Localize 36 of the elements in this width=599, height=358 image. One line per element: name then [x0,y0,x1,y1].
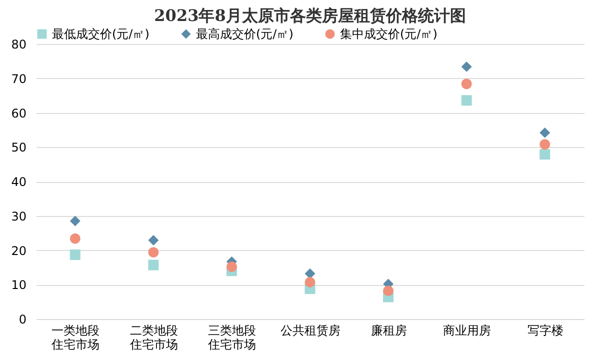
point [540,149,550,160]
x-tick-label: 一类地段住宅市场 [50,324,100,352]
point [148,235,159,246]
y-tick-label: 70 [11,72,26,86]
point [148,247,159,258]
point [70,216,80,226]
point [461,61,472,72]
point [540,127,550,138]
chart-title: 2023年8月太原市各类房屋租赁价格统计图 [154,6,466,25]
point [383,286,394,296]
point [148,260,159,270]
y-tick-label: 80 [11,38,26,52]
point [304,268,316,279]
y-tick-label: 60 [11,106,26,120]
point [304,276,316,288]
y-tick-label: 0 [18,312,26,326]
point [461,95,472,106]
y-tick-label: 40 [11,175,26,189]
y-tick-label: 20 [11,244,26,258]
x-tick-label: 三类地段住宅市场 [207,324,256,352]
x-tick-label: 廉租房 [370,324,407,338]
legend-label: 最高成交价(元/㎡) [196,27,294,41]
x-tick-label: 写字楼 [527,324,564,338]
y-tick-label: 10 [11,278,26,292]
point [540,139,550,150]
y-tick-label: 50 [11,140,26,155]
point [70,233,80,244]
y-tick-label: 30 [11,209,26,224]
x-tick-label: 二类地段住宅市场 [128,324,178,352]
point [226,262,237,272]
x-tick-label: 商业用房 [443,324,492,338]
x-tick-label: 公共租赁房 [280,324,340,338]
legend-label: 集中成交价(元/㎡) [340,27,438,41]
legend-label: 最低成交价(元/㎡) [52,27,150,41]
point [461,78,472,90]
point [70,249,80,260]
